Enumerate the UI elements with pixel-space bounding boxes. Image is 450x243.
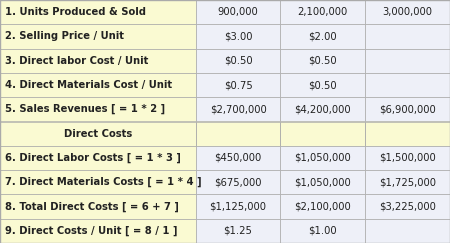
Bar (365, 24, 450, 49)
Bar (196, 219, 280, 243)
Bar (280, 73, 365, 97)
Bar (196, 122, 280, 146)
Bar (0, 49, 196, 73)
Bar (365, 0, 450, 24)
Bar (365, 219, 450, 243)
Bar (196, 170, 280, 194)
Text: $1,050,000: $1,050,000 (294, 177, 351, 187)
Text: 7. Direct Materials Costs [ = 1 * 4 ]: 7. Direct Materials Costs [ = 1 * 4 ] (5, 177, 202, 187)
Bar (365, 194, 450, 219)
Bar (280, 170, 365, 194)
Bar (365, 73, 450, 97)
Bar (0, 0, 196, 24)
Text: $3.00: $3.00 (224, 31, 252, 42)
Text: $0.50: $0.50 (308, 80, 337, 90)
Bar (280, 146, 365, 170)
Text: $4,200,000: $4,200,000 (294, 104, 351, 114)
Text: $6,900,000: $6,900,000 (379, 104, 436, 114)
Text: $1,725,000: $1,725,000 (379, 177, 436, 187)
Text: $450,000: $450,000 (215, 153, 262, 163)
Bar (196, 73, 280, 97)
Bar (196, 97, 280, 122)
Text: $2,100,000: $2,100,000 (294, 201, 351, 212)
Text: $0.75: $0.75 (224, 80, 252, 90)
Bar (0, 24, 196, 49)
Bar (365, 146, 450, 170)
Text: $1.00: $1.00 (308, 226, 337, 236)
Bar (280, 24, 365, 49)
Bar (280, 49, 365, 73)
Text: $1.25: $1.25 (224, 226, 252, 236)
Text: Direct Costs: Direct Costs (64, 129, 132, 139)
Bar (280, 219, 365, 243)
Bar (0, 146, 196, 170)
Bar (196, 146, 280, 170)
Text: 1. Units Produced & Sold: 1. Units Produced & Sold (5, 7, 146, 17)
Text: $0.50: $0.50 (308, 56, 337, 66)
Bar (365, 49, 450, 73)
Text: 4. Direct Materials Cost / Unit: 4. Direct Materials Cost / Unit (5, 80, 172, 90)
Bar (280, 0, 365, 24)
Text: 3. Direct labor Cost / Unit: 3. Direct labor Cost / Unit (5, 56, 149, 66)
Text: 6. Direct Labor Costs [ = 1 * 3 ]: 6. Direct Labor Costs [ = 1 * 3 ] (5, 153, 181, 163)
Bar (196, 194, 280, 219)
Bar (0, 97, 196, 122)
Bar (280, 194, 365, 219)
Text: 8. Total Direct Costs [ = 6 + 7 ]: 8. Total Direct Costs [ = 6 + 7 ] (5, 201, 179, 212)
Text: 2. Selling Price / Unit: 2. Selling Price / Unit (5, 31, 124, 42)
Text: $1,050,000: $1,050,000 (294, 153, 351, 163)
Text: 2,100,000: 2,100,000 (297, 7, 348, 17)
Bar (365, 122, 450, 146)
Bar (0, 122, 196, 146)
Bar (365, 170, 450, 194)
Text: 5. Sales Revenues [ = 1 * 2 ]: 5. Sales Revenues [ = 1 * 2 ] (5, 104, 166, 114)
Bar (0, 219, 196, 243)
Bar (196, 0, 280, 24)
Text: $2.00: $2.00 (308, 31, 337, 42)
Text: $0.50: $0.50 (224, 56, 252, 66)
Text: $1,500,000: $1,500,000 (379, 153, 436, 163)
Bar (0, 194, 196, 219)
Text: 3,000,000: 3,000,000 (382, 7, 432, 17)
Bar (280, 122, 365, 146)
Text: 9. Direct Costs / Unit [ = 8 / 1 ]: 9. Direct Costs / Unit [ = 8 / 1 ] (5, 226, 178, 236)
Text: $1,125,000: $1,125,000 (210, 201, 266, 212)
Bar (0, 170, 196, 194)
Bar (196, 49, 280, 73)
Bar (0, 122, 450, 146)
Bar (0, 73, 196, 97)
Bar (280, 97, 365, 122)
Text: $675,000: $675,000 (214, 177, 262, 187)
Text: 900,000: 900,000 (218, 7, 258, 17)
Text: $3,225,000: $3,225,000 (379, 201, 436, 212)
Bar (365, 97, 450, 122)
Bar (196, 24, 280, 49)
Text: $2,700,000: $2,700,000 (210, 104, 266, 114)
